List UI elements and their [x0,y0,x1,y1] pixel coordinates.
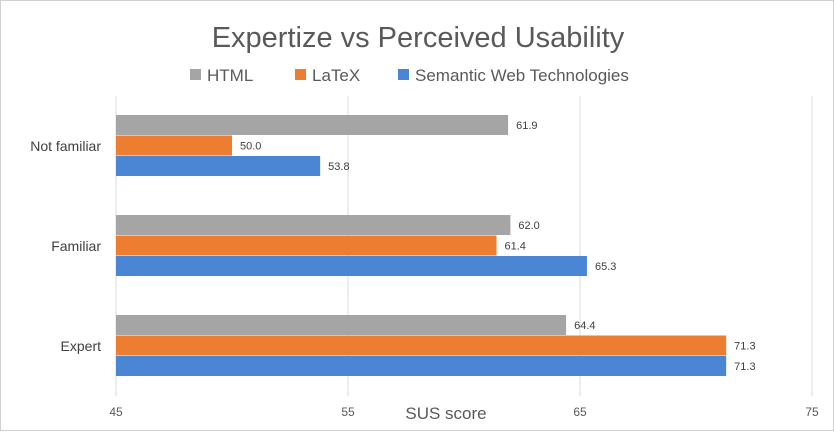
legend-swatch [190,69,201,80]
category-label: Expert [61,338,102,354]
data-label: 50.0 [240,141,261,153]
legend-label: HTML [207,66,253,85]
category-label: Familiar [51,238,101,254]
x-tick-label: 55 [341,405,355,419]
x-tick-labels: 45 55 65 75 [109,405,819,419]
bar [116,256,587,276]
data-label: 53.8 [328,161,349,173]
bar [116,135,232,156]
data-label: 62.0 [518,220,539,232]
x-tick-label: 75 [805,405,819,419]
bar [116,156,321,176]
bar [116,335,727,356]
data-label: 71.3 [734,361,755,373]
data-label: 61.9 [516,120,537,132]
chart-title: Expertize vs Perceived Usability [212,22,625,54]
category-labels: Not familiar Familiar Expert [30,138,101,354]
data-label: 71.3 [734,341,755,353]
data-label: 64.4 [574,320,595,332]
bar [116,235,497,256]
legend-swatch [295,69,306,80]
legend-swatch [398,69,409,80]
bar [116,315,567,335]
bar [116,215,511,235]
legend-label: LaTeX [312,66,360,85]
legend: HTML LaTeX Semantic Web Technologies [190,66,629,85]
bar [116,115,509,135]
data-label: 61.4 [504,241,525,253]
bar [116,356,727,376]
x-axis-label: SUS score [405,404,486,423]
x-tick-label: 65 [573,405,587,419]
x-tick-label: 45 [109,405,123,419]
bars: 61.9 50.0 53.8 62.0 61.4 65.3 64.4 71.3 71.3 [116,115,756,376]
legend-label: Semantic Web Technologies [415,66,629,85]
category-label: Not familiar [30,138,101,154]
data-label: 65.3 [595,261,616,273]
